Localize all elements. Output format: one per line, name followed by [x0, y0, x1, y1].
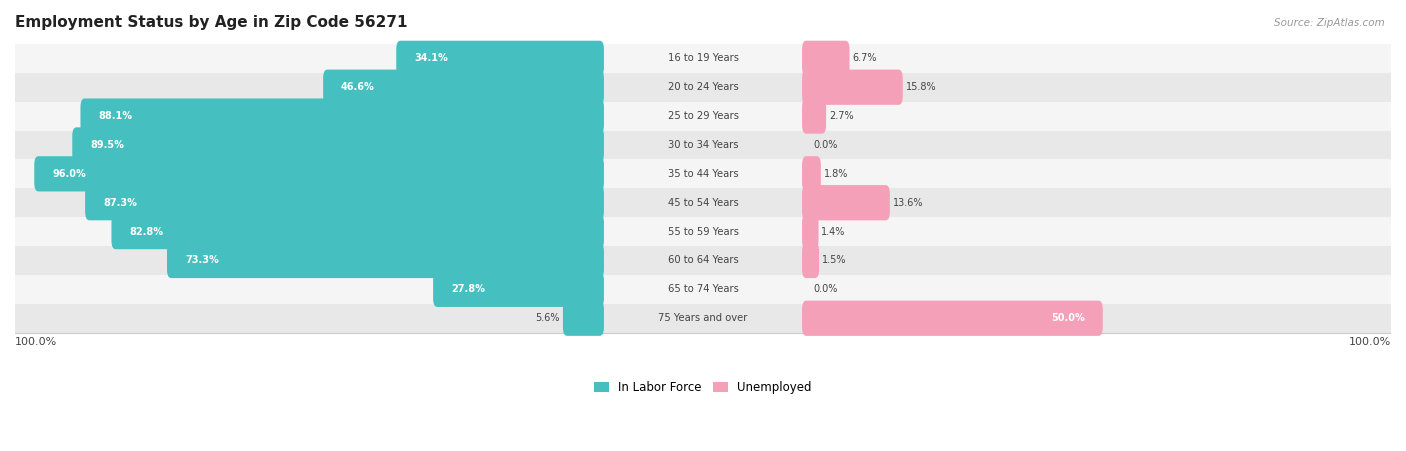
FancyBboxPatch shape: [167, 243, 605, 278]
Text: 87.3%: 87.3%: [103, 198, 136, 208]
FancyBboxPatch shape: [801, 185, 890, 221]
Text: 30 to 34 Years: 30 to 34 Years: [668, 140, 738, 150]
FancyBboxPatch shape: [801, 69, 903, 105]
Text: 65 to 74 Years: 65 to 74 Years: [668, 284, 738, 295]
Bar: [15, 246, 1391, 275]
Text: 75 Years and over: 75 Years and over: [658, 313, 748, 323]
FancyBboxPatch shape: [801, 41, 849, 76]
Text: 16 to 19 Years: 16 to 19 Years: [668, 53, 738, 63]
Text: 60 to 64 Years: 60 to 64 Years: [668, 255, 738, 266]
Text: 89.5%: 89.5%: [90, 140, 124, 150]
Bar: [15, 73, 1391, 101]
Bar: [15, 275, 1391, 304]
Text: 46.6%: 46.6%: [342, 82, 375, 92]
FancyBboxPatch shape: [34, 156, 605, 192]
Bar: [15, 159, 1391, 188]
FancyBboxPatch shape: [801, 156, 821, 192]
Text: 1.4%: 1.4%: [821, 226, 845, 237]
FancyBboxPatch shape: [562, 301, 605, 336]
Text: 5.6%: 5.6%: [536, 313, 560, 323]
Text: 1.8%: 1.8%: [824, 169, 848, 179]
Text: 2.7%: 2.7%: [830, 111, 853, 121]
Text: 15.8%: 15.8%: [905, 82, 936, 92]
Text: 0.0%: 0.0%: [813, 140, 838, 150]
Text: 35 to 44 Years: 35 to 44 Years: [668, 169, 738, 179]
FancyBboxPatch shape: [86, 185, 605, 221]
Text: Employment Status by Age in Zip Code 56271: Employment Status by Age in Zip Code 562…: [15, 15, 408, 30]
Bar: [15, 188, 1391, 217]
Text: 100.0%: 100.0%: [1348, 337, 1391, 347]
Bar: [15, 101, 1391, 130]
Text: 34.1%: 34.1%: [415, 53, 449, 63]
FancyBboxPatch shape: [80, 98, 605, 133]
Text: 55 to 59 Years: 55 to 59 Years: [668, 226, 738, 237]
Text: 88.1%: 88.1%: [98, 111, 132, 121]
Text: 20 to 24 Years: 20 to 24 Years: [668, 82, 738, 92]
FancyBboxPatch shape: [396, 41, 605, 76]
FancyBboxPatch shape: [801, 243, 820, 278]
Text: 50.0%: 50.0%: [1052, 313, 1085, 323]
Text: 13.6%: 13.6%: [893, 198, 924, 208]
FancyBboxPatch shape: [801, 301, 1102, 336]
Text: Source: ZipAtlas.com: Source: ZipAtlas.com: [1274, 18, 1385, 28]
FancyBboxPatch shape: [801, 98, 827, 133]
FancyBboxPatch shape: [433, 272, 605, 307]
FancyBboxPatch shape: [111, 214, 605, 249]
Text: 45 to 54 Years: 45 to 54 Years: [668, 198, 738, 208]
Text: 1.5%: 1.5%: [823, 255, 846, 266]
Text: 82.8%: 82.8%: [129, 226, 163, 237]
Bar: [15, 217, 1391, 246]
Bar: [15, 44, 1391, 73]
Text: 27.8%: 27.8%: [451, 284, 485, 295]
Legend: In Labor Force, Unemployed: In Labor Force, Unemployed: [589, 376, 817, 399]
Text: 0.0%: 0.0%: [813, 284, 838, 295]
Bar: [15, 130, 1391, 159]
Text: 100.0%: 100.0%: [15, 337, 58, 347]
Text: 25 to 29 Years: 25 to 29 Years: [668, 111, 738, 121]
Text: 96.0%: 96.0%: [52, 169, 86, 179]
Bar: [15, 304, 1391, 333]
Text: 73.3%: 73.3%: [186, 255, 219, 266]
FancyBboxPatch shape: [323, 69, 605, 105]
Text: 6.7%: 6.7%: [852, 53, 877, 63]
FancyBboxPatch shape: [801, 214, 818, 249]
FancyBboxPatch shape: [72, 127, 605, 162]
